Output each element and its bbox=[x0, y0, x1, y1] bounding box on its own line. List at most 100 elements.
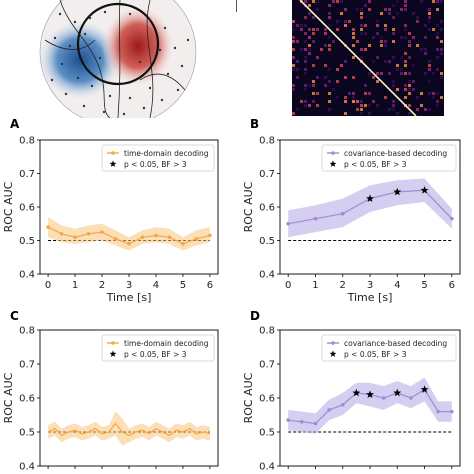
matrix-cell bbox=[336, 68, 339, 71]
matrix-cell bbox=[376, 20, 379, 23]
matrix-cell bbox=[428, 20, 431, 23]
electrode-dot bbox=[186, 38, 190, 42]
data-point bbox=[450, 216, 454, 221]
chart-panel-c: C 0.4 0.5 0.6 0.7 0.8 ROC AUC time-domain decod… bbox=[2, 309, 219, 473]
matrix-cell bbox=[400, 56, 403, 59]
matrix-cell bbox=[336, 80, 339, 83]
matrix-cell bbox=[368, 44, 371, 47]
matrix-cell bbox=[352, 44, 355, 47]
matrix-cell bbox=[436, 48, 439, 51]
matrix-cell bbox=[424, 24, 427, 27]
matrix-cell bbox=[420, 104, 423, 107]
electrode-dot bbox=[173, 46, 177, 50]
matrix-cell bbox=[352, 56, 355, 59]
significance-star bbox=[352, 388, 361, 397]
chart-panel-b: B 0.4 0.5 0.6 0.7 0.8 0 1 2 3 4 5 6 Time [s] ROC AUC co… bbox=[242, 117, 461, 304]
matrix-cell bbox=[384, 60, 387, 63]
matrix-cell bbox=[368, 92, 371, 95]
matrix-cell bbox=[396, 12, 399, 15]
electrode-dot bbox=[108, 94, 112, 98]
matrix-cell bbox=[428, 68, 431, 71]
y-tick-label: 0.6 bbox=[259, 394, 275, 405]
matrix-cell bbox=[360, 32, 363, 35]
electrode-dot bbox=[166, 72, 170, 76]
matrix-cell bbox=[388, 12, 391, 15]
matrix-cell bbox=[380, 40, 383, 43]
x-tick-label: 4 bbox=[394, 280, 400, 291]
matrix-cell bbox=[344, 100, 347, 103]
matrix-cell bbox=[312, 28, 315, 31]
matrix-cell bbox=[320, 48, 323, 51]
matrix-cell bbox=[312, 40, 315, 43]
matrix-cell bbox=[292, 40, 295, 43]
matrix-cell bbox=[352, 36, 355, 39]
y-axis-label: ROC AUC bbox=[242, 372, 255, 423]
matrix-cell bbox=[392, 84, 395, 87]
x-tick-label: 2 bbox=[340, 280, 346, 291]
matrix-cell bbox=[424, 36, 427, 39]
matrix-cell bbox=[328, 68, 331, 71]
data-point bbox=[300, 420, 304, 424]
data-point bbox=[436, 409, 440, 414]
x-tick-label: 1 bbox=[312, 280, 318, 291]
data-point bbox=[140, 235, 145, 239]
data-point bbox=[450, 409, 454, 414]
y-tick-label: 0.6 bbox=[259, 203, 275, 214]
matrix-cell bbox=[360, 48, 363, 51]
matrix-cell bbox=[352, 96, 355, 99]
matrix-cell bbox=[308, 28, 311, 31]
matrix-cell bbox=[304, 100, 307, 103]
matrix-cell bbox=[404, 28, 407, 31]
matrix-cell bbox=[392, 100, 395, 103]
matrix-cell bbox=[432, 28, 435, 31]
matrix-cell bbox=[304, 40, 307, 43]
panel-letter: B bbox=[250, 117, 259, 131]
y-tick-label: 0.7 bbox=[19, 360, 35, 371]
matrix-cell bbox=[436, 92, 439, 95]
legend: time-domain decoding p < 0.05, BF > 3 bbox=[101, 334, 215, 362]
matrix-cell bbox=[308, 104, 311, 107]
chart-panel-d: D 0.4 0.5 0.6 0.7 0.8 ROC AUC covariance-based … bbox=[242, 309, 461, 473]
y-tick-label: 0.6 bbox=[19, 203, 35, 214]
matrix-cell bbox=[344, 60, 347, 63]
matrix-cell bbox=[408, 72, 411, 75]
matrix-cell bbox=[416, 108, 419, 111]
matrix-cell bbox=[404, 4, 407, 7]
matrix-cell bbox=[292, 24, 295, 27]
matrix-cell bbox=[424, 52, 427, 55]
matrix-cell bbox=[440, 76, 443, 79]
electrode-dot bbox=[163, 26, 167, 30]
electrode-dot bbox=[103, 10, 107, 14]
matrix-cell bbox=[392, 80, 395, 83]
matrix-cell bbox=[312, 84, 315, 87]
matrix-cell bbox=[388, 108, 391, 111]
matrix-cell bbox=[348, 92, 351, 95]
matrix-cell bbox=[344, 112, 347, 115]
matrix-cell bbox=[292, 36, 295, 39]
matrix-cell bbox=[396, 112, 399, 115]
significance-star bbox=[366, 390, 374, 398]
matrix-cell bbox=[392, 40, 395, 43]
matrix-cell bbox=[296, 40, 299, 43]
matrix-cell bbox=[396, 68, 399, 71]
y-tick-label: 0.7 bbox=[259, 169, 275, 180]
matrix-cell bbox=[312, 64, 315, 67]
matrix-cell bbox=[360, 24, 363, 27]
matrix-cell bbox=[372, 60, 375, 63]
matrix-cell bbox=[428, 28, 431, 31]
matrix-cell bbox=[376, 104, 379, 107]
matrix-cell bbox=[336, 28, 339, 31]
matrix-cell bbox=[404, 84, 407, 87]
legend-box bbox=[321, 144, 457, 172]
matrix-cell bbox=[340, 64, 343, 67]
electrode-dot bbox=[90, 84, 94, 88]
matrix-cell bbox=[316, 92, 319, 95]
matrix-cell bbox=[344, 76, 347, 79]
matrix-cell bbox=[384, 8, 387, 11]
matrix-cell bbox=[340, 0, 343, 3]
matrix-cell bbox=[344, 20, 347, 23]
matrix-cell bbox=[304, 0, 307, 3]
matrix-cell bbox=[356, 100, 359, 103]
matrix-cell bbox=[292, 88, 295, 91]
matrix-cell bbox=[428, 80, 431, 83]
